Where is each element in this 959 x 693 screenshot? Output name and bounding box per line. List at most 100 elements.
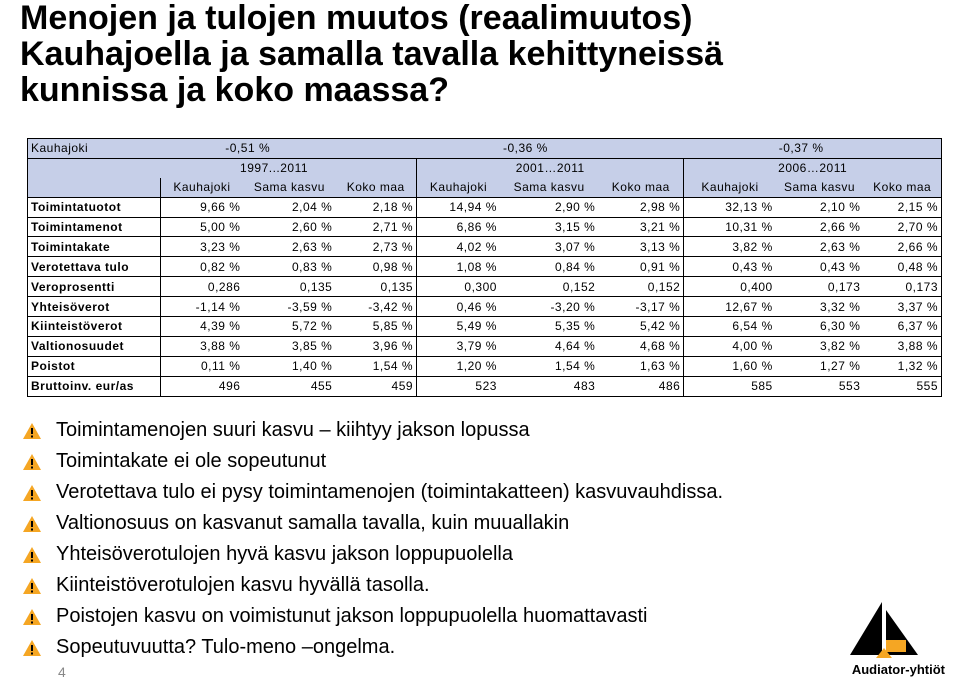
table-cell: 0,173 <box>863 276 943 298</box>
bullet-item: Kiinteistöverotulojen kasvu hyvällä taso… <box>22 570 723 601</box>
warning-triangle-icon <box>23 422 41 439</box>
warning-triangle-icon <box>23 484 41 501</box>
table-row: Veroprosentti 0,286 0,135 0,135 0,300 0,152 0,… <box>27 276 943 298</box>
page-title: Menojen ja tulojen muutos (reaalimuutos)… <box>20 0 840 108</box>
column-header: Koko maa <box>863 177 943 198</box>
table-cell: 0,82 % <box>159 256 244 278</box>
warning-triangle-icon <box>23 453 41 470</box>
table-cell: 2,70 % <box>863 217 943 238</box>
table-cell: 10,31 % <box>683 217 776 238</box>
table-cell: 3,13 % <box>598 236 684 258</box>
table-cell: 3,82 % <box>775 336 864 357</box>
table-cell: 2,18 % <box>335 197 417 218</box>
bullet-item: Toimintamenojen suuri kasvu – kiihtyy ja… <box>22 415 723 446</box>
table-cell: 4,39 % <box>159 316 244 337</box>
table-cell: 585 <box>683 376 776 397</box>
table-cell: 0,173 <box>775 276 864 298</box>
table-cell: 5,49 % <box>416 316 500 337</box>
table-cell: 3,15 % <box>499 217 599 238</box>
top-row-value-2: -0,36 % <box>499 138 599 159</box>
bullet-text: Toimintamenojen suuri kasvu – kiihtyy ja… <box>56 419 530 441</box>
column-header: Koko maa <box>335 177 417 198</box>
row-label: Toimintamenot <box>27 217 161 238</box>
title-line-1: Menojen ja tulojen muutos (reaalimuutos) <box>20 0 693 37</box>
subheader-row: Kauhajoki Sama kasvu Koko maa Kauhajoki Sama… <box>27 177 943 198</box>
table-cell: 3,32 % <box>775 296 864 318</box>
table-cell: 553 <box>775 376 864 397</box>
table-row: Toimintamenot 5,00 % 2,60 % 2,71 % 6,86 % 3,1… <box>27 217 943 238</box>
column-header: Sama kasvu <box>499 177 599 198</box>
table-cell: 3,37 % <box>863 296 943 318</box>
table-cell: 2,71 % <box>335 217 417 238</box>
table-row: Toimintakate 3,23 % 2,63 % 2,73 % 4,02 % 3,07… <box>27 236 943 258</box>
row-label: Verotettava tulo <box>27 256 161 278</box>
table-cell: 459 <box>335 376 417 397</box>
table-cell: 3,23 % <box>159 236 244 258</box>
warning-triangle-icon <box>23 515 41 532</box>
table-cell: 2,66 % <box>863 236 943 258</box>
table-cell: 6,54 % <box>683 316 776 337</box>
bullet-item: Verotettava tulo ei pysy toimintamenojen… <box>22 477 723 508</box>
table-cell: 2,04 % <box>243 197 336 218</box>
logo-text: Audiator-yhtiöt <box>851 662 945 677</box>
table-row: Valtionosuudet 3,88 % 3,85 % 3,96 % 3,79 % 4,… <box>27 336 943 357</box>
table-cell: 1,60 % <box>683 356 776 377</box>
table-cell: 3,88 % <box>159 336 244 357</box>
row-label: Yhteisöverot <box>27 296 161 318</box>
table-cell: 2,15 % <box>863 197 943 218</box>
table-cell: 4,00 % <box>683 336 776 357</box>
table-cell: 0,48 % <box>863 256 943 278</box>
table-cell: 0,135 <box>243 276 336 298</box>
table-cell: 12,67 % <box>683 296 776 318</box>
title-line-2: Kauhajoella ja samalla tavalla kehittyne… <box>20 35 724 73</box>
table-cell: 3,85 % <box>243 336 336 357</box>
table-cell: 9,66 % <box>159 197 244 218</box>
table-cell: 3,96 % <box>335 336 417 357</box>
table-cell: 1,20 % <box>416 356 500 377</box>
bullet-text: Sopeutuvuutta? Tulo-meno –ongelma. <box>56 636 396 658</box>
table-cell: 6,86 % <box>416 217 500 238</box>
warning-triangle-icon <box>23 608 41 625</box>
bullet-text: Toimintakate ei ole sopeutunut <box>56 450 327 472</box>
company-logo: Audiator-yhtiöt <box>820 600 945 688</box>
table-cell: 1,27 % <box>775 356 864 377</box>
column-header: Kauhajoki <box>683 177 776 198</box>
row-label: Poistot <box>27 356 161 377</box>
table-cell: 4,68 % <box>598 336 684 357</box>
table-cell: 0,152 <box>499 276 599 298</box>
table-cell: 6,37 % <box>863 316 943 337</box>
table-cell: -3,20 % <box>499 296 599 318</box>
page-number: 4 <box>58 664 66 680</box>
table-cell: -3,59 % <box>243 296 336 318</box>
table-cell: 32,13 % <box>683 197 776 218</box>
data-table: Kauhajoki -0,51 % -0,36 % -0,37 % 1997..… <box>27 138 943 397</box>
table-cell: 483 <box>499 376 599 397</box>
table-cell: 0,11 % <box>159 356 244 377</box>
table-cell: 3,21 % <box>598 217 684 238</box>
table-cell: 523 <box>416 376 500 397</box>
table-cell: 2,98 % <box>598 197 684 218</box>
table-cell: 3,82 % <box>683 236 776 258</box>
row-label: Kiinteistöverot <box>27 316 161 337</box>
table-row: Toimintatuotot 9,66 % 2,04 % 2,18 % 14,94 % 2… <box>27 197 943 218</box>
table-cell: 486 <box>598 376 684 397</box>
bullet-text: Verotettava tulo ei pysy toimintamenojen… <box>56 481 724 503</box>
table-cell: 2,63 % <box>775 236 864 258</box>
row-label: Toimintatuotot <box>27 197 161 218</box>
sailboat-logo-icon <box>850 602 918 658</box>
column-header: Sama kasvu <box>243 177 336 198</box>
table-cell: 496 <box>159 376 244 397</box>
bullet-text: Yhteisöverotulojen hyvä kasvu jakson lop… <box>56 543 513 565</box>
table-cell: 455 <box>243 376 336 397</box>
bullet-text: Kiinteistöverotulojen kasvu hyvällä taso… <box>56 574 430 596</box>
table-cell: -3,42 % <box>335 296 417 318</box>
table-cell: 4,02 % <box>416 236 500 258</box>
table-cell: 3,79 % <box>416 336 500 357</box>
table-cell: 2,90 % <box>499 197 599 218</box>
bullet-item: Valtionosuus on kasvanut samalla tavalla… <box>22 508 723 539</box>
top-row-label: Kauhajoki <box>27 138 161 159</box>
period-header: 2001…2011 <box>416 158 684 178</box>
period-header: 1997...2011 <box>160 158 417 178</box>
table-cell: 6,30 % <box>775 316 864 337</box>
table-cell: -1,14 % <box>159 296 244 318</box>
